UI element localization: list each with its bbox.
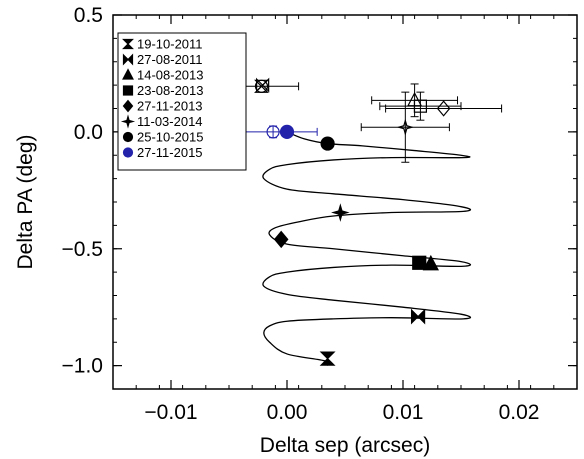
legend-marker [120, 114, 136, 129]
y-tick-label: −1.0 [62, 355, 103, 378]
legend-label: 25-10-2015 [137, 130, 204, 145]
legend-label: 19-10-2011 [137, 37, 203, 52]
legend-marker [122, 131, 134, 143]
model-point-27-08-2011 [410, 308, 426, 325]
legend-label: 27-11-2013 [137, 99, 203, 114]
x-tick-label: 0.02 [499, 401, 540, 424]
model-point-23-08-2013 [412, 255, 427, 270]
x-axis-label: Delta sep (arcsec) [260, 434, 430, 457]
legend-marker [122, 147, 134, 158]
legend-item: 25-10-2015 [122, 130, 204, 145]
model-point-19-10-2011 [319, 351, 336, 366]
legend-label: 23-08-2013 [137, 83, 204, 98]
model-point-14-08-2013 [422, 254, 439, 271]
plot-layer [223, 77, 503, 367]
model-track-line [262, 131, 471, 367]
x-tick-label: 0.00 [267, 401, 308, 424]
legend-item: 14-08-2013 [122, 68, 204, 83]
legend: 19-10-201127-08-201114-08-201323-08-2013… [117, 32, 247, 171]
legend-label: 27-11-2015 [137, 145, 203, 160]
legend-marker [122, 68, 134, 80]
legend-marker [122, 53, 134, 66]
observed-marker [413, 99, 427, 113]
legend-items: 19-10-201127-08-201114-08-201323-08-2013… [120, 37, 204, 160]
model-point-11-03-2014 [331, 203, 350, 222]
legend-marker [122, 85, 134, 96]
model-point-25-10-2015 [320, 136, 335, 151]
model-point-27-11-2013 [273, 230, 289, 249]
y-tick-label: −0.5 [62, 238, 103, 261]
y-ticks: −1.0 −0.5 0.0 0.5 [62, 4, 577, 390]
legend-box [117, 32, 247, 171]
y-axis-label: Delta PA (deg) [14, 134, 37, 269]
legend-marker [122, 38, 134, 50]
legend-label: 11-03-2014 [137, 114, 203, 129]
y-tick-label: 0.0 [74, 121, 103, 144]
legend-item: 19-10-2011 [122, 37, 203, 52]
observed-marker [256, 77, 270, 93]
observed-point-11-03-2014 [360, 91, 450, 163]
x-tick-label: 0.01 [383, 401, 424, 424]
observed-marker [266, 125, 280, 139]
observed-marker [396, 118, 415, 136]
legend-item: 23-08-2013 [122, 83, 204, 98]
legend-label: 14-08-2013 [137, 68, 204, 83]
legend-item: 11-03-2014 [120, 114, 203, 129]
model-point-27-11-2015 [279, 124, 295, 139]
y-tick-label: 0.5 [74, 4, 103, 27]
legend-item: 27-11-2015 [122, 145, 203, 160]
legend-marker [122, 99, 134, 113]
legend-item: 27-11-2013 [122, 99, 203, 114]
observed-marker [436, 100, 451, 117]
legend-label: 27-08-2011 [137, 52, 203, 67]
x-tick-label: −0.01 [144, 401, 197, 424]
x-ticks: −0.01 0.00 0.01 0.02 [112, 15, 578, 424]
observed-point-27-08-2011 [256, 77, 270, 93]
observed-marker [254, 79, 269, 93]
legend-item: 27-08-2011 [122, 52, 203, 67]
